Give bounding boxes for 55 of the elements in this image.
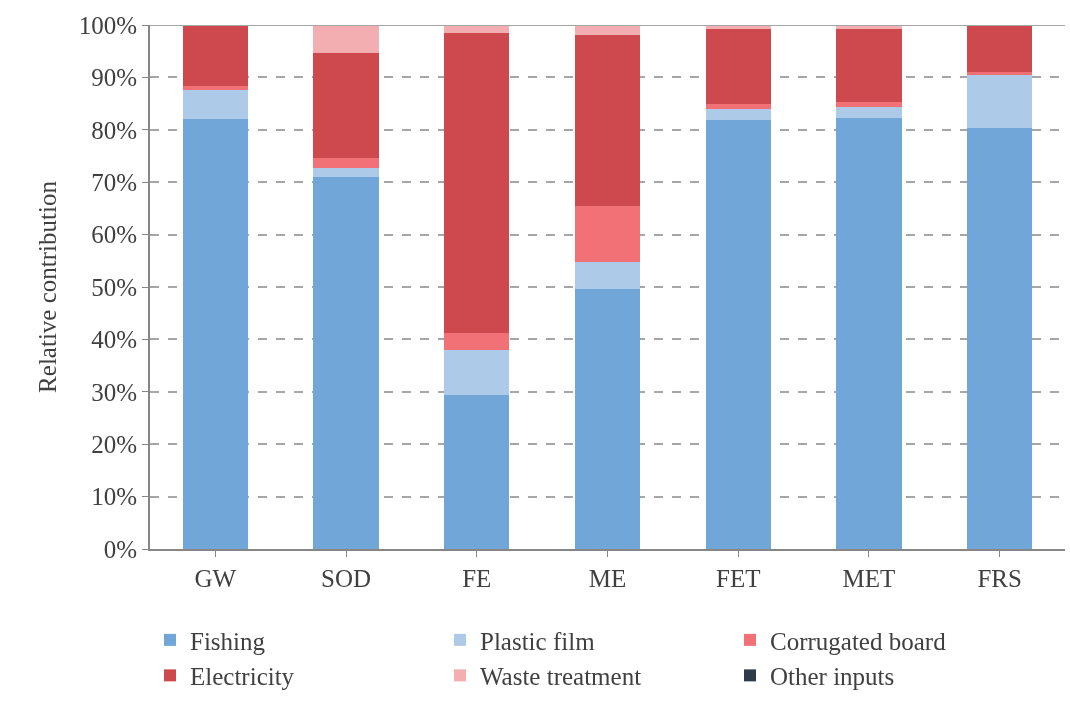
bar — [574, 34, 641, 206]
y-tick-label: 20% — [91, 430, 137, 458]
y-axis-title: Relative contribution — [33, 180, 61, 393]
bar — [836, 107, 902, 118]
bar — [836, 102, 902, 108]
bar — [444, 333, 510, 350]
bar — [313, 25, 379, 54]
bar — [574, 261, 641, 289]
bar — [966, 72, 1033, 75]
bar — [705, 119, 771, 549]
bar — [966, 127, 1033, 549]
bar — [705, 104, 771, 110]
y-tick-label: 100% — [78, 11, 137, 39]
bar — [705, 29, 771, 105]
bar — [182, 118, 249, 549]
bar — [182, 25, 249, 87]
x-tick-label: MET — [842, 565, 896, 592]
bar — [444, 394, 510, 549]
y-tick-label: 60% — [91, 221, 137, 249]
bar — [313, 157, 379, 169]
bar — [313, 176, 379, 549]
bar — [574, 288, 641, 549]
bar — [182, 86, 249, 90]
bar — [966, 25, 1033, 73]
bar — [966, 74, 1033, 128]
bar — [444, 33, 510, 334]
x-tick-label: SOD — [321, 565, 372, 592]
y-tick-label: 40% — [91, 326, 137, 354]
y-tick-label: 80% — [91, 116, 137, 144]
legend-label: Corrugated board — [770, 627, 947, 655]
x-tick-label: FET — [715, 565, 761, 592]
y-tick-label: 50% — [91, 273, 137, 301]
y-tick-label: 10% — [91, 483, 137, 511]
x-tick-label: ME — [588, 565, 627, 592]
y-tick-label: 30% — [91, 378, 137, 406]
x-tick-label: GW — [194, 565, 237, 592]
legend-label: Plastic film — [480, 627, 596, 655]
y-tick-label: 90% — [91, 64, 137, 92]
bar — [836, 117, 902, 549]
bar — [574, 25, 641, 35]
legend-label: Fishing — [190, 627, 266, 655]
x-tick-label: FRS — [977, 565, 1022, 592]
bar — [313, 168, 379, 177]
bar — [313, 53, 379, 158]
y-tick-label: 70% — [91, 168, 137, 196]
legend-label: Electricity — [190, 663, 295, 691]
y-tick-label: 0% — [103, 535, 137, 563]
bar — [836, 29, 902, 103]
x-tick-label: FE — [462, 565, 492, 592]
bar — [444, 349, 510, 395]
legend-label: Waste treatment — [480, 663, 642, 691]
bar — [705, 109, 771, 120]
bar — [182, 89, 249, 119]
legend-label: Other inputs — [770, 663, 895, 691]
bar — [574, 205, 641, 262]
